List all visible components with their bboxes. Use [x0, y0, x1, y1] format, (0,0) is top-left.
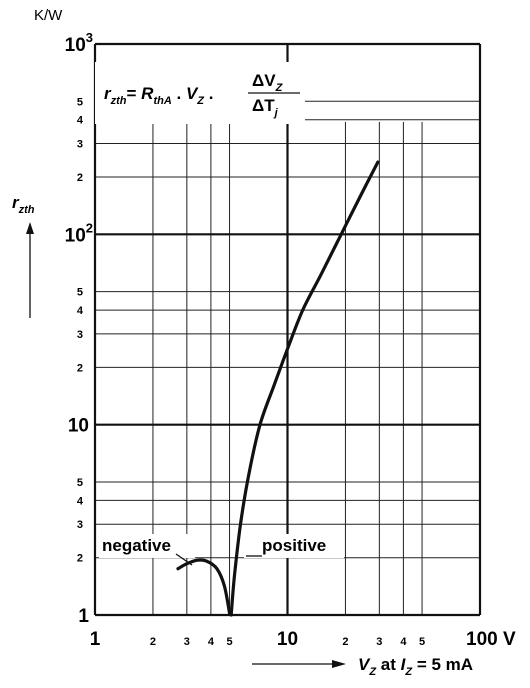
negative-leader-line — [175, 553, 193, 566]
y-minor-tick-label: 5 — [77, 287, 83, 299]
x-major-tick-label: 100 V — [466, 629, 516, 650]
series-label-negative: negative — [102, 536, 171, 555]
positive-label-box — [244, 534, 344, 558]
y-minor-tick-label: 4 — [77, 495, 84, 507]
x-major-tick-label: 10 — [277, 629, 298, 650]
formula-numerator: ΔVZ — [252, 71, 284, 94]
y-minor-tick-label: 2 — [77, 553, 83, 565]
y-minor-tick-label: 3 — [77, 139, 83, 151]
y-minor-tick-label: 5 — [77, 96, 83, 108]
x-minor-tick-label: 3 — [184, 636, 190, 648]
y-axis-label: rzth — [12, 193, 35, 216]
y-major-tick-label: 10 — [68, 416, 89, 437]
x-minor-tick-label: 4 — [400, 636, 407, 648]
y-minor-tick-label: 3 — [77, 329, 83, 341]
x-axis-label: VZ at IZ = 5 mA — [358, 655, 473, 678]
x-minor-tick-label: 5 — [419, 636, 425, 648]
y-major-tick-label: 103 — [65, 30, 93, 56]
x-minor-tick-label: 2 — [342, 636, 348, 648]
major-grid — [93, 42, 482, 617]
y-axis-arrow-head — [26, 222, 34, 234]
x-minor-tick-label: 4 — [208, 636, 215, 648]
y-axis-unit: K/W — [34, 7, 63, 24]
formula-main-text: rzth= RthA . VZ . — [104, 84, 213, 107]
curves — [176, 160, 380, 617]
y-minor-tick-label: 2 — [77, 362, 83, 374]
y-minor-tick-label: 4 — [77, 115, 84, 127]
series-line-negative — [176, 558, 232, 615]
series-line-positive — [229, 160, 380, 617]
x-major-tick-label: 1 — [90, 629, 101, 650]
x-minor-tick-label: 2 — [150, 636, 156, 648]
series-label-positive: positive — [262, 536, 326, 555]
y-minor-tick-label: 3 — [77, 519, 83, 531]
x-minor-tick-label: 3 — [376, 636, 382, 648]
y-minor-tick-label: 2 — [77, 172, 83, 184]
y-minor-tick-label: 4 — [77, 305, 84, 317]
formula-denominator: ΔTj — [252, 96, 279, 119]
y-minor-tick-label: 5 — [77, 477, 83, 489]
x-axis-arrow-head — [332, 660, 346, 668]
y-major-tick-label: 1 — [78, 606, 89, 627]
y-major-tick-label: 102 — [65, 220, 93, 246]
x-minor-tick-label: 5 — [226, 636, 232, 648]
negative-label-box — [99, 534, 195, 558]
